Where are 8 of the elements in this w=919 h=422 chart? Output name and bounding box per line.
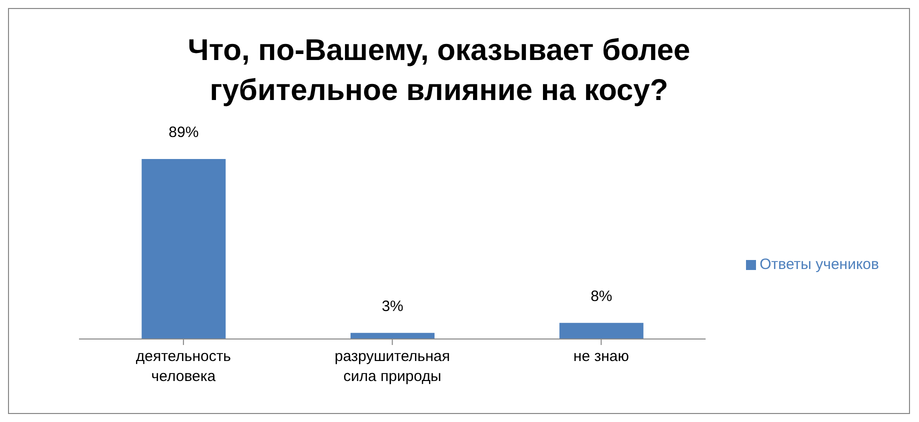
data-label: 89% [168,124,199,141]
chart-title: Что, по-Вашему, оказывает более губительное влияние на косу? [186,33,692,109]
data-label: 3% [382,298,404,315]
legend-label: Ответы учеников [760,256,879,272]
x-tick-label: не знаю [573,348,629,365]
x-tick-label: деятельность человека [136,348,232,385]
data-label: 8% [590,288,612,305]
x-tick-label: разрушительная сила природы [334,348,450,385]
